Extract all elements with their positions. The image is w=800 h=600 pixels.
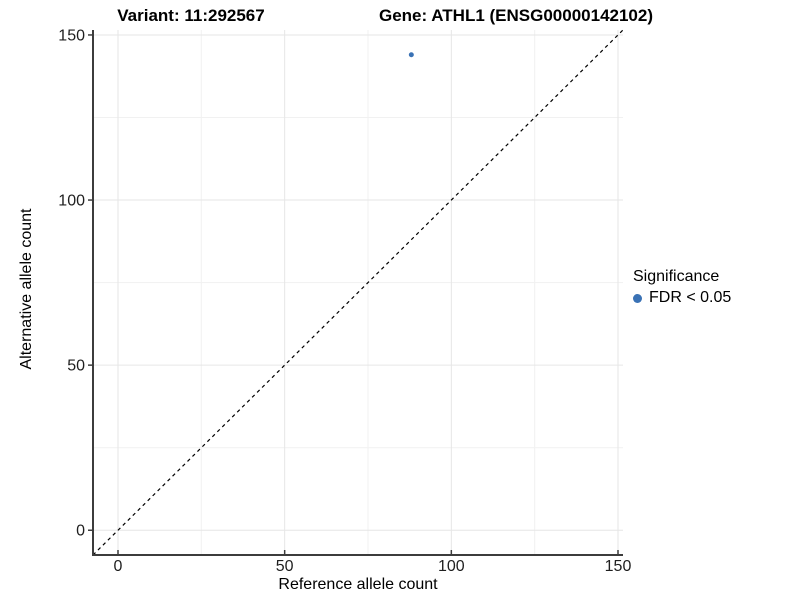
y-tick-label: 50: [67, 358, 85, 375]
variant-title: Variant: 11:292567: [117, 6, 265, 25]
x-tick-label: 50: [276, 558, 294, 575]
identity-reference-line: [92, 29, 624, 556]
legend-title: Significance: [633, 268, 720, 285]
legend-entry: FDR < 0.05: [633, 289, 731, 307]
y-tick-label: 150: [58, 27, 85, 44]
y-tick-label: 0: [76, 523, 85, 540]
data-point: [408, 52, 414, 58]
x-tick-label: 150: [605, 558, 632, 575]
x-tick-label: 100: [438, 558, 465, 575]
gene-title: Gene: ATHL1 (ENSG00000142102): [378, 6, 654, 25]
legend-point-icon: [633, 293, 642, 303]
legend: Significance FDR < 0.05: [633, 268, 731, 307]
y-tick-label: 100: [58, 193, 85, 210]
x-tick-label: 0: [114, 558, 123, 575]
y-axis-title: Alternative allele count: [18, 208, 35, 370]
legend-entry-label: FDR < 0.05: [649, 289, 732, 306]
x-axis-title: Reference allele count: [278, 576, 438, 593]
